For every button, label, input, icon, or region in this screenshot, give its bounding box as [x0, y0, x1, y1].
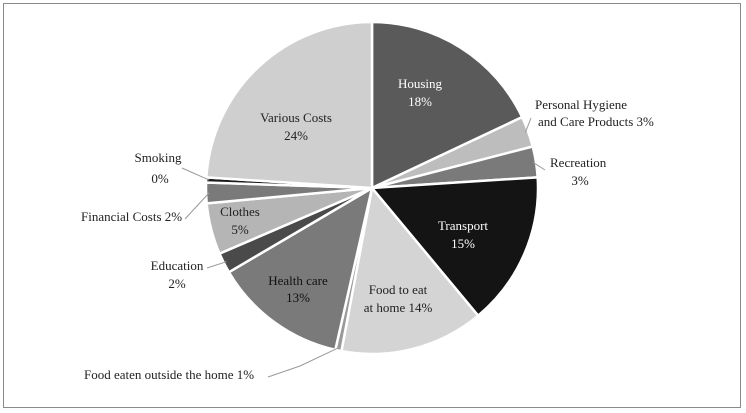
leader-line-personal-hygiene-and-care-products	[524, 117, 532, 133]
label-food-out: Food eaten outside the home 1%	[84, 367, 254, 382]
label-food-home-name: Food to eat	[369, 282, 428, 297]
label-education-name: Education	[151, 258, 204, 273]
pie-slice-various-costs	[205, 20, 374, 190]
label-various-name: Various Costs	[260, 110, 332, 125]
label-recreation-name: Recreation	[550, 155, 607, 170]
label-health-value: 13%	[286, 290, 310, 305]
pie-slice-housing	[370, 20, 524, 190]
leader-line-recreation	[532, 161, 546, 171]
label-housing-value: 18%	[408, 94, 432, 109]
pie-slice-food-to-eat-at-home	[340, 186, 480, 356]
leader-lines	[181, 117, 546, 378]
label-health-name: Health care	[268, 273, 328, 288]
label-recreation-value: 3%	[571, 173, 589, 188]
label-clothes-value: 5%	[231, 222, 249, 237]
label-food-home-value: at home 14%	[364, 300, 433, 315]
leader-line-financial-costs	[184, 192, 210, 220]
label-smoking-name: Smoking	[135, 150, 182, 165]
pie-slice-transport	[370, 176, 540, 317]
pie-slice-health-care	[227, 186, 374, 352]
label-smoking-value: 0%	[151, 171, 169, 186]
label-hygiene-name: Personal Hygiene	[535, 97, 627, 112]
label-housing-name: Housing	[398, 76, 443, 91]
label-financial: Financial Costs 2%	[81, 209, 182, 224]
leader-line-food-eaten-outside-the-home	[267, 347, 340, 378]
label-education-value: 2%	[168, 276, 186, 291]
label-various-value: 24%	[284, 128, 308, 143]
label-transport-name: Transport	[438, 218, 488, 233]
leader-line-smoking	[181, 167, 210, 181]
label-transport-value: 15%	[451, 236, 475, 251]
label-clothes-name: Clothes	[220, 204, 260, 219]
pie-slices	[204, 20, 540, 356]
leader-line-education	[206, 261, 227, 269]
label-hygiene-value: and Care Products 3%	[538, 114, 654, 129]
